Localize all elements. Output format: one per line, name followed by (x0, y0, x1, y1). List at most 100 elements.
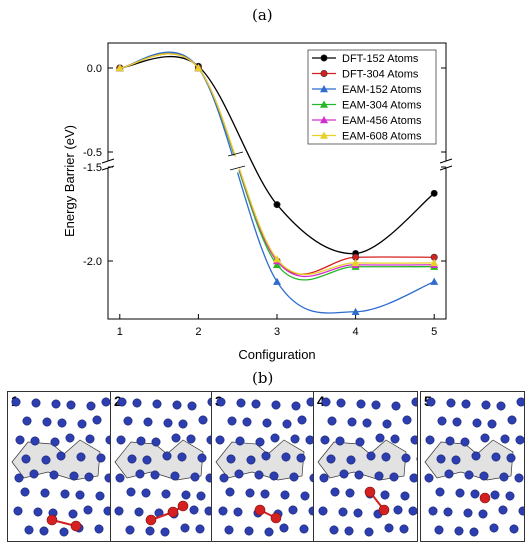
blue-atom (152, 399, 162, 409)
blue-atom (389, 472, 399, 482)
red-atom (270, 512, 282, 524)
legend-marker (320, 70, 328, 78)
y-tick-label: -0.5 (83, 147, 102, 159)
blue-atom (424, 473, 434, 483)
blue-atom (104, 473, 111, 483)
blue-atom (40, 488, 50, 498)
axis-break-mark (101, 158, 115, 164)
blue-atom (393, 505, 403, 515)
blue-atom (50, 437, 60, 447)
data-point (430, 277, 439, 285)
blue-atom (364, 527, 374, 537)
blue-atom (428, 506, 438, 516)
red-atom (145, 514, 157, 526)
blue-atom (509, 524, 519, 534)
blue-atom (446, 398, 456, 408)
blue-atom (216, 397, 226, 407)
blue-atom (219, 473, 229, 483)
blue-atom (515, 435, 524, 445)
blue-atom (33, 507, 43, 517)
blue-atom (236, 398, 246, 408)
blue-atom (246, 455, 256, 465)
data-point (273, 255, 281, 263)
legend-box (307, 49, 437, 145)
blue-atom (290, 434, 300, 444)
blue-atom (177, 452, 187, 462)
blue-atom (116, 435, 126, 445)
blue-atom (75, 490, 85, 500)
blue-atom (489, 523, 499, 533)
blue-atom (15, 435, 25, 445)
curve-break-mark (227, 151, 244, 157)
blue-atom (96, 453, 106, 463)
x-tick-label: 3 (274, 326, 280, 338)
blue-atom (318, 506, 328, 516)
blue-atom (289, 472, 299, 482)
blue-atom (56, 451, 66, 461)
blue-atom (282, 419, 292, 429)
blue-atom (225, 487, 235, 497)
blue-atom (135, 469, 145, 479)
blue-atom (234, 469, 244, 479)
blue-atom (215, 435, 225, 445)
blue-atom (224, 525, 234, 535)
blue-atom (141, 488, 151, 498)
axis-break-gap (440, 161, 452, 168)
legend-label: EAM-304 Atoms (342, 100, 422, 112)
legend-label: EAM-456 Atoms (342, 115, 422, 127)
blue-atom (399, 524, 409, 534)
y-tick-label: -1.5 (83, 162, 102, 174)
blue-atom (66, 400, 76, 410)
blue-atom (338, 507, 348, 517)
blue-atom (126, 487, 136, 497)
atom-configuration-image (424, 397, 524, 537)
blue-atom (271, 400, 281, 410)
blue-atom (480, 433, 490, 443)
blue-atom (426, 397, 436, 407)
blue-atom (353, 508, 363, 518)
blue-atom (461, 399, 471, 409)
blue-atom (500, 434, 510, 444)
blue-atom (255, 437, 265, 447)
blue-atom (189, 505, 199, 515)
blue-atom (190, 472, 200, 482)
blue-atom (270, 433, 280, 443)
atom-configuration-image (317, 397, 417, 537)
blue-atom (24, 525, 34, 535)
data-point (194, 64, 203, 72)
blue-atom (280, 490, 290, 500)
blue-atom (143, 417, 153, 427)
series-line-eam-152-atoms (119, 51, 435, 314)
blue-atom (51, 399, 61, 409)
blue-atom (487, 419, 497, 429)
blue-atom (507, 415, 517, 425)
blue-atom (402, 415, 412, 425)
blue-atom (471, 451, 481, 461)
blue-atom (444, 469, 454, 479)
y-tick-label: -2.0 (83, 256, 102, 268)
blue-atom (95, 491, 105, 501)
blue-atom (382, 419, 392, 429)
blue-atom (380, 490, 390, 500)
data-point (273, 260, 281, 268)
blue-atom (381, 452, 391, 462)
blue-atom (506, 453, 516, 463)
blue-atom (401, 453, 411, 463)
blue-atom (345, 488, 355, 498)
data-point (430, 258, 439, 267)
blue-atom (196, 491, 206, 501)
blue-atom (518, 506, 524, 516)
blue-atom (464, 470, 474, 480)
blue-atom (434, 525, 444, 535)
panel-label-b: (b) (252, 369, 274, 387)
blue-atom (463, 508, 473, 518)
blue-atom (460, 437, 470, 447)
blue-atom (481, 400, 491, 410)
blue-atom (187, 401, 197, 411)
blue-atom (94, 524, 104, 534)
blue-atom (391, 401, 401, 411)
blue-atom (514, 473, 524, 483)
x-tick-label: 1 (117, 326, 123, 338)
red-atom (479, 492, 491, 504)
blue-atom (160, 527, 170, 537)
